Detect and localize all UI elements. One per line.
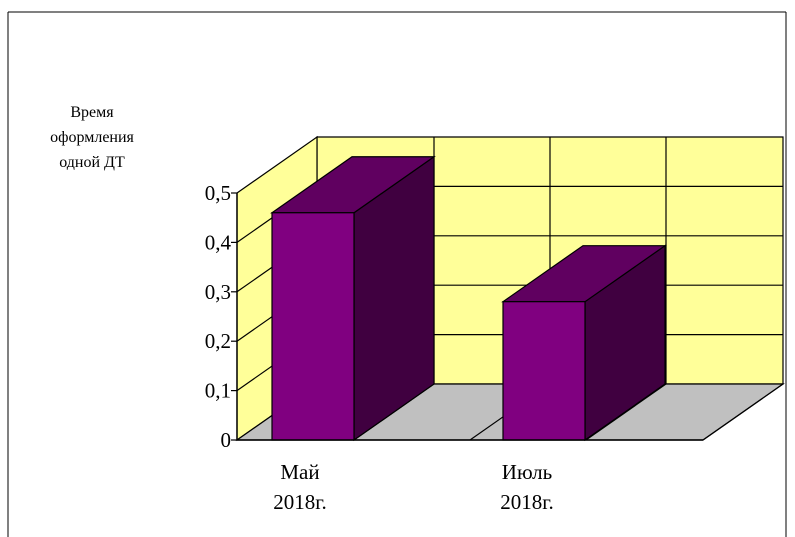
x-category-label-july-line-1: Июль — [501, 460, 553, 484]
x-category-label-may-line-2: 2018г. — [273, 490, 327, 514]
floor-gridline — [702, 383, 784, 441]
bar — [502, 301, 586, 441]
x-category-label-july-line-2: 2018г. — [500, 490, 554, 514]
y-tick-label: 0 — [221, 428, 232, 452]
x-category-label-may: Май 2018г. — [230, 457, 370, 517]
y-axis-label-line-2: оформления — [50, 129, 134, 146]
y-tick-label: 0,3 — [205, 280, 231, 304]
y-tick-label: 0,4 — [205, 230, 232, 254]
y-tick-label: 0,1 — [205, 379, 231, 403]
y-tick-label: 0,2 — [205, 329, 231, 353]
x-category-label-july: Июль 2018г. — [457, 457, 597, 517]
y-axis-label-line-1: Время — [70, 104, 114, 121]
x-category-label-may-line-1: Май — [280, 460, 320, 484]
bar — [271, 212, 355, 441]
y-axis-label: Время оформления одной ДТ — [28, 100, 156, 175]
y-tick-label: 0,5 — [205, 181, 231, 205]
y-axis-label-line-3: одной ДТ — [59, 154, 125, 171]
